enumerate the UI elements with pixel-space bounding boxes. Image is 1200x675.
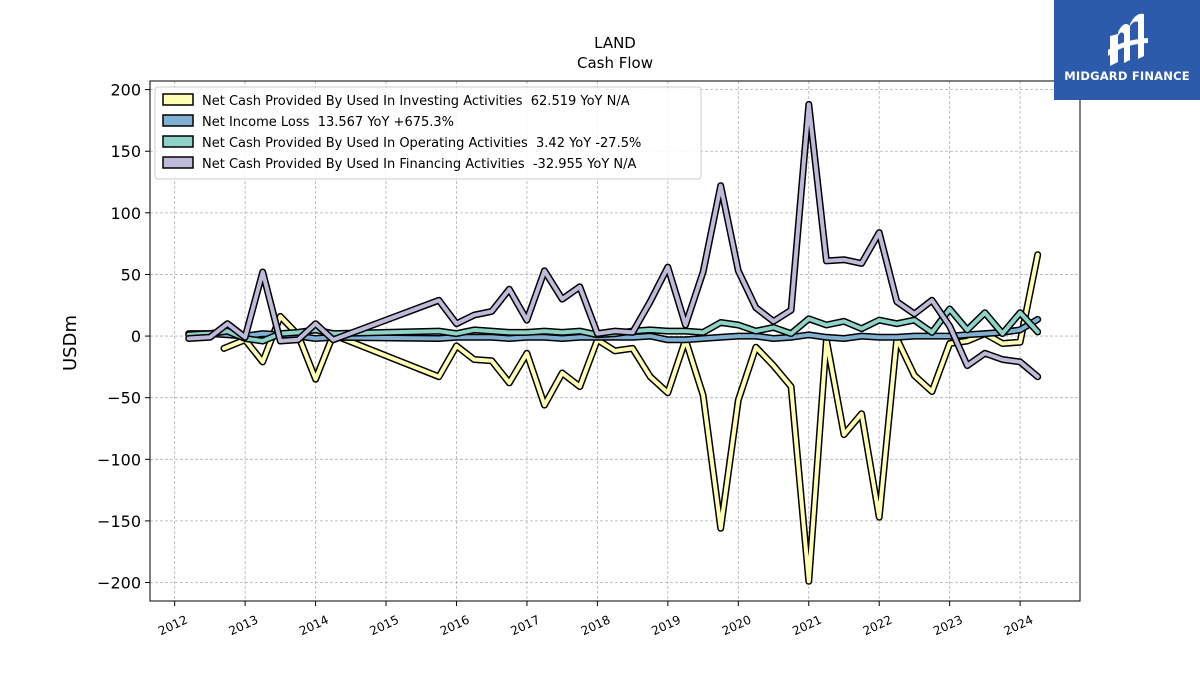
x-tick-label: 2016 xyxy=(438,613,472,639)
legend-entry: Net Income Loss 13.567 YoY +675.3% xyxy=(202,115,454,130)
chart-subtitle: Cash Flow xyxy=(577,54,653,72)
y-tick-label: 150 xyxy=(110,142,141,161)
x-tick-label: 2020 xyxy=(720,613,754,639)
y-axis: 200 150 100 50 0 −50 −100 −150 −200 xyxy=(97,81,150,593)
x-tick-label: 2024 xyxy=(1002,613,1036,639)
x-tick-label: 2012 xyxy=(156,613,190,639)
series-line xyxy=(186,317,1040,342)
x-tick-label: 2019 xyxy=(649,613,683,639)
legend-swatch xyxy=(162,93,194,106)
x-tick-label: 2017 xyxy=(508,613,542,639)
x-tick-label: 2022 xyxy=(861,613,895,639)
series-layer xyxy=(185,100,1042,585)
plot-frame xyxy=(149,80,1081,602)
x-tick-label: 2015 xyxy=(368,613,402,639)
midgard-logo-icon xyxy=(1108,13,1148,66)
legend-entry: Net Cash Provided By Used In Financing A… xyxy=(202,157,637,172)
y-tick-label: 100 xyxy=(110,204,141,223)
y-tick-label: 0 xyxy=(131,327,141,346)
y-tick-label: 200 xyxy=(110,81,141,100)
chart-title: LAND xyxy=(594,34,636,52)
legend-swatch xyxy=(162,156,194,169)
legend-entry: Net Cash Provided By Used In Operating A… xyxy=(202,136,641,151)
y-tick-label: −100 xyxy=(97,450,141,469)
x-tick-label: 2018 xyxy=(579,613,613,639)
y-tick-label: 50 xyxy=(121,265,141,284)
x-tick-label: 2021 xyxy=(790,613,824,639)
logo-text: MIDGARD FINANCE xyxy=(1064,69,1190,83)
series-line-outline xyxy=(220,251,1042,585)
legend-swatch xyxy=(162,114,194,127)
legend-box xyxy=(154,86,702,180)
x-tick-label: 2023 xyxy=(931,613,965,639)
x-tick-label: 2014 xyxy=(297,613,331,639)
y-tick-label: −150 xyxy=(97,512,141,531)
legend-swatch xyxy=(162,135,194,148)
series-3 xyxy=(185,100,1042,381)
y-axis-label: USDm xyxy=(60,315,81,371)
midgard-finance-logo: MIDGARD FINANCE xyxy=(1054,0,1200,100)
y-tick-label: −200 xyxy=(97,574,141,593)
x-axis: 2012 2013 2014 2015 2016 2017 2018 2019 2020 2021… xyxy=(156,601,1035,638)
y-tick-label: −50 xyxy=(107,389,141,408)
series-line xyxy=(186,102,1040,379)
series-line xyxy=(222,252,1040,584)
x-tick-label: 2013 xyxy=(227,613,261,639)
legend-entry: Net Cash Provided By Used In Investing A… xyxy=(202,94,630,109)
series-1 xyxy=(185,315,1042,344)
legend: Net Cash Provided By Used In Investing A… xyxy=(154,86,702,180)
series-0 xyxy=(220,251,1042,585)
